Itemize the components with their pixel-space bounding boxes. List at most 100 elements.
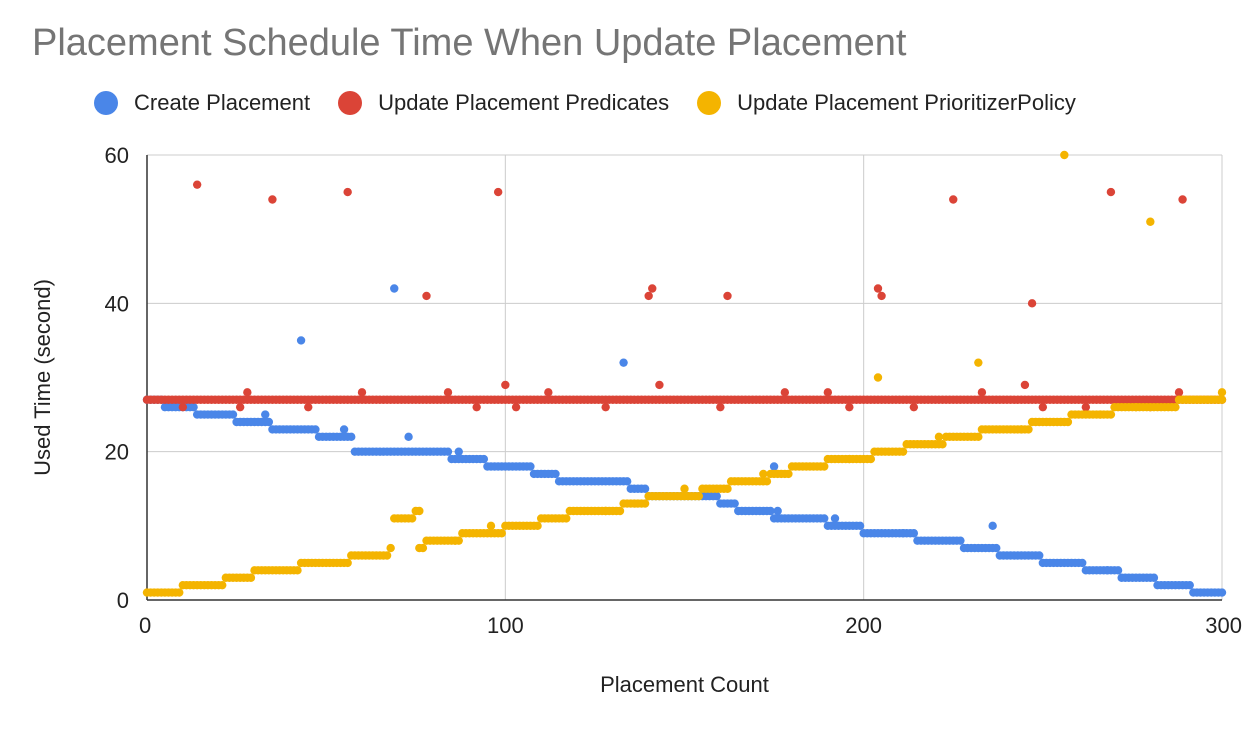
data-point xyxy=(766,506,775,516)
data-point xyxy=(304,402,313,412)
data-point xyxy=(404,432,413,442)
legend-label-create-placement: Create Placement xyxy=(134,90,311,115)
data-point xyxy=(820,462,829,471)
x-tick-label: 0 xyxy=(139,613,151,638)
y-tick-label: 20 xyxy=(105,440,129,465)
data-point xyxy=(454,447,463,456)
data-point xyxy=(1113,566,1123,575)
data-point xyxy=(619,358,628,367)
data-point xyxy=(712,491,721,501)
data-point xyxy=(178,402,188,412)
data-point xyxy=(218,580,227,590)
legend-label-update-placement-prioritizerpolicy: Update Placement PrioritizerPolicy xyxy=(737,90,1076,115)
data-point xyxy=(443,388,453,397)
data-point xyxy=(501,380,510,390)
data-point xyxy=(1217,588,1227,597)
data-point xyxy=(189,402,198,412)
data-point xyxy=(773,506,782,516)
data-point xyxy=(723,484,732,493)
data-point xyxy=(1217,388,1227,397)
data-point xyxy=(909,402,919,412)
data-point xyxy=(443,447,453,456)
legend-marker-create-placement xyxy=(94,91,118,115)
data-point xyxy=(615,506,625,516)
chart-legend: Create Placement Update Placement Predic… xyxy=(94,90,1104,116)
data-point xyxy=(1035,551,1044,560)
data-point xyxy=(601,506,610,516)
data-point xyxy=(497,529,506,538)
legend-label-update-placement-predicates: Update Placement Predicates xyxy=(378,90,670,115)
data-point xyxy=(544,388,553,397)
y-axis-label: Used Time (second) xyxy=(30,279,55,476)
data-point xyxy=(1185,580,1194,590)
y-tick-label: 40 xyxy=(105,291,129,316)
data-point xyxy=(1063,417,1073,427)
data-point xyxy=(493,187,503,197)
data-point xyxy=(1095,410,1105,419)
legend-marker-update-placement-prioritizerpolicy xyxy=(697,91,722,115)
data-point xyxy=(511,402,521,412)
data-point xyxy=(648,284,657,293)
data-point xyxy=(1024,425,1033,434)
data-point xyxy=(762,477,772,486)
data-point xyxy=(974,358,983,367)
data-point xyxy=(1038,402,1048,412)
data-point xyxy=(192,180,202,189)
data-point xyxy=(1106,410,1116,419)
tick-labels: 0 20 40 60 0 100 200 300 xyxy=(105,143,1242,638)
data-point xyxy=(909,529,919,538)
data-point xyxy=(680,484,689,493)
data-point xyxy=(769,462,779,471)
grid-lines xyxy=(147,154,1223,600)
data-point xyxy=(264,417,274,427)
y-tick-label: 60 xyxy=(105,143,129,168)
data-point xyxy=(562,514,571,523)
data-point xyxy=(640,499,650,508)
data-point xyxy=(873,373,883,382)
series-update-placement-predicates xyxy=(142,180,1227,412)
data-point xyxy=(866,454,876,464)
data-point xyxy=(949,195,958,204)
data-point xyxy=(243,388,252,397)
y-tick-label: 0 xyxy=(117,588,129,613)
data-point xyxy=(1174,388,1184,397)
data-point xyxy=(235,402,245,412)
data-point xyxy=(780,388,790,397)
data-point xyxy=(759,469,768,479)
data-point xyxy=(601,402,610,412)
chart-title: Placement Schedule Time When Update Plac… xyxy=(32,22,907,64)
data-point xyxy=(730,499,739,508)
data-point xyxy=(261,410,270,419)
data-point xyxy=(246,573,256,582)
data-point xyxy=(343,558,352,568)
data-point xyxy=(845,454,854,464)
data-point xyxy=(655,380,664,390)
data-point xyxy=(934,432,944,442)
data-point xyxy=(1078,558,1087,568)
legend-item-create-placement: Create Placement xyxy=(94,90,310,116)
data-point xyxy=(526,462,535,471)
data-point xyxy=(382,551,392,560)
data-point xyxy=(640,484,650,493)
data-point xyxy=(407,514,417,523)
data-point xyxy=(1178,195,1187,204)
data-point xyxy=(820,514,829,523)
data-point xyxy=(1217,395,1227,404)
data-point xyxy=(1060,150,1069,160)
data-point xyxy=(855,521,865,531)
data-point xyxy=(311,425,320,434)
x-tick-label: 300 xyxy=(1205,613,1242,638)
data-point xyxy=(479,454,489,464)
legend-item-update-placement-prioritizerpolicy: Update Placement PrioritizerPolicy xyxy=(697,90,1076,116)
series-create-placement xyxy=(142,284,1227,597)
legend-item-update-placement-predicates: Update Placement Predicates xyxy=(338,90,669,116)
x-axis-label: Placement Count xyxy=(600,672,769,697)
data-point xyxy=(1017,425,1026,434)
data-point xyxy=(1081,402,1091,412)
data-point xyxy=(268,195,277,204)
data-point xyxy=(873,284,883,293)
data-point xyxy=(486,521,496,531)
data-point xyxy=(347,432,356,442)
data-point xyxy=(877,291,886,301)
